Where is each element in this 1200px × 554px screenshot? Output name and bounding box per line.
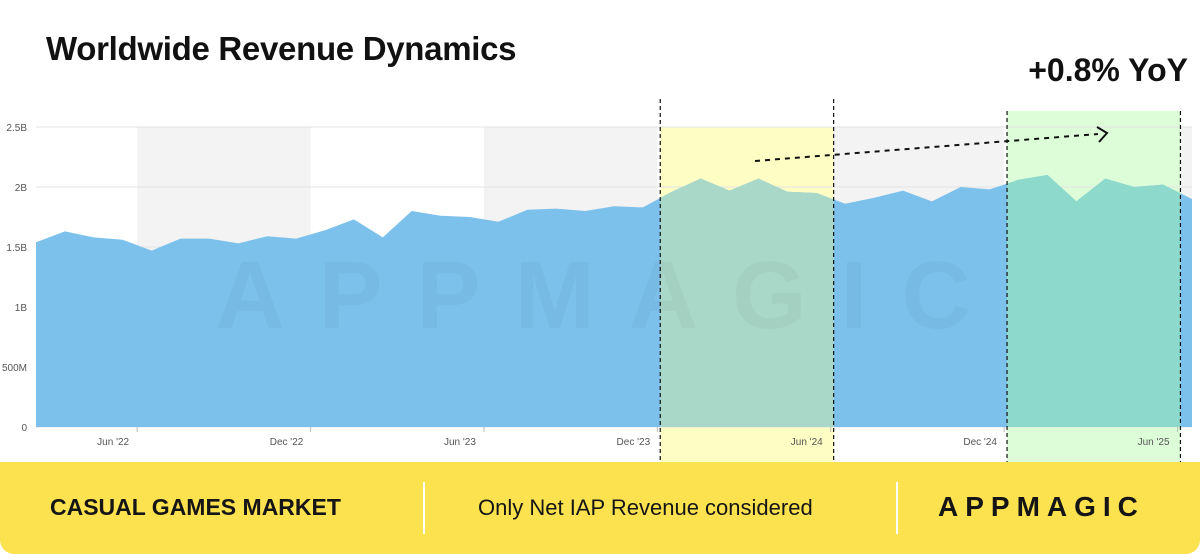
y-tick-label: 500M — [2, 363, 27, 374]
revenue-area-chart: 0 500M 1B 1.5B 2B 2.5B APPMAGIC Jun '22 Dec '22 J… — [2, 99, 1192, 462]
y-tick-label: 0 — [21, 423, 27, 434]
x-tick-label: Jun '22 — [97, 437, 129, 448]
revenue-area — [36, 175, 1192, 427]
market-label: CASUAL GAMES MARKET — [50, 494, 341, 520]
highlight-area-overlap — [1007, 175, 1181, 427]
x-tick-label: Jun '24 — [791, 437, 823, 448]
appmagic-logo: APPMAGIC — [938, 491, 1145, 522]
y-tick-label: 2B — [15, 183, 28, 194]
x-tick-label: Dec '22 — [270, 437, 304, 448]
footer-divider — [423, 482, 425, 534]
chart-title: Worldwide Revenue Dynamics — [46, 30, 517, 67]
x-tick-label: Jun '25 — [1138, 437, 1170, 448]
watermark-text: APPMAGIC — [215, 242, 1004, 349]
footer-divider — [896, 482, 898, 534]
x-tick-label: Dec '24 — [963, 437, 997, 448]
x-tick-label: Jun '23 — [444, 437, 476, 448]
highlight-area-overlap — [660, 178, 834, 427]
footer-banner: CASUAL GAMES MARKET Only Net IAP Revenue… — [0, 462, 1200, 554]
trend-arrow-line — [754, 133, 1099, 162]
x-tick-label: Dec '23 — [617, 437, 651, 448]
yoy-annotation: +0.8% YoY — [1028, 52, 1188, 88]
y-tick-label: 1.5B — [6, 243, 27, 254]
y-tick-label: 2.5B — [6, 123, 27, 134]
revenue-note: Only Net IAP Revenue considered — [478, 495, 813, 520]
trend-arrow-head — [1096, 126, 1109, 143]
y-tick-label: 1B — [15, 303, 28, 314]
